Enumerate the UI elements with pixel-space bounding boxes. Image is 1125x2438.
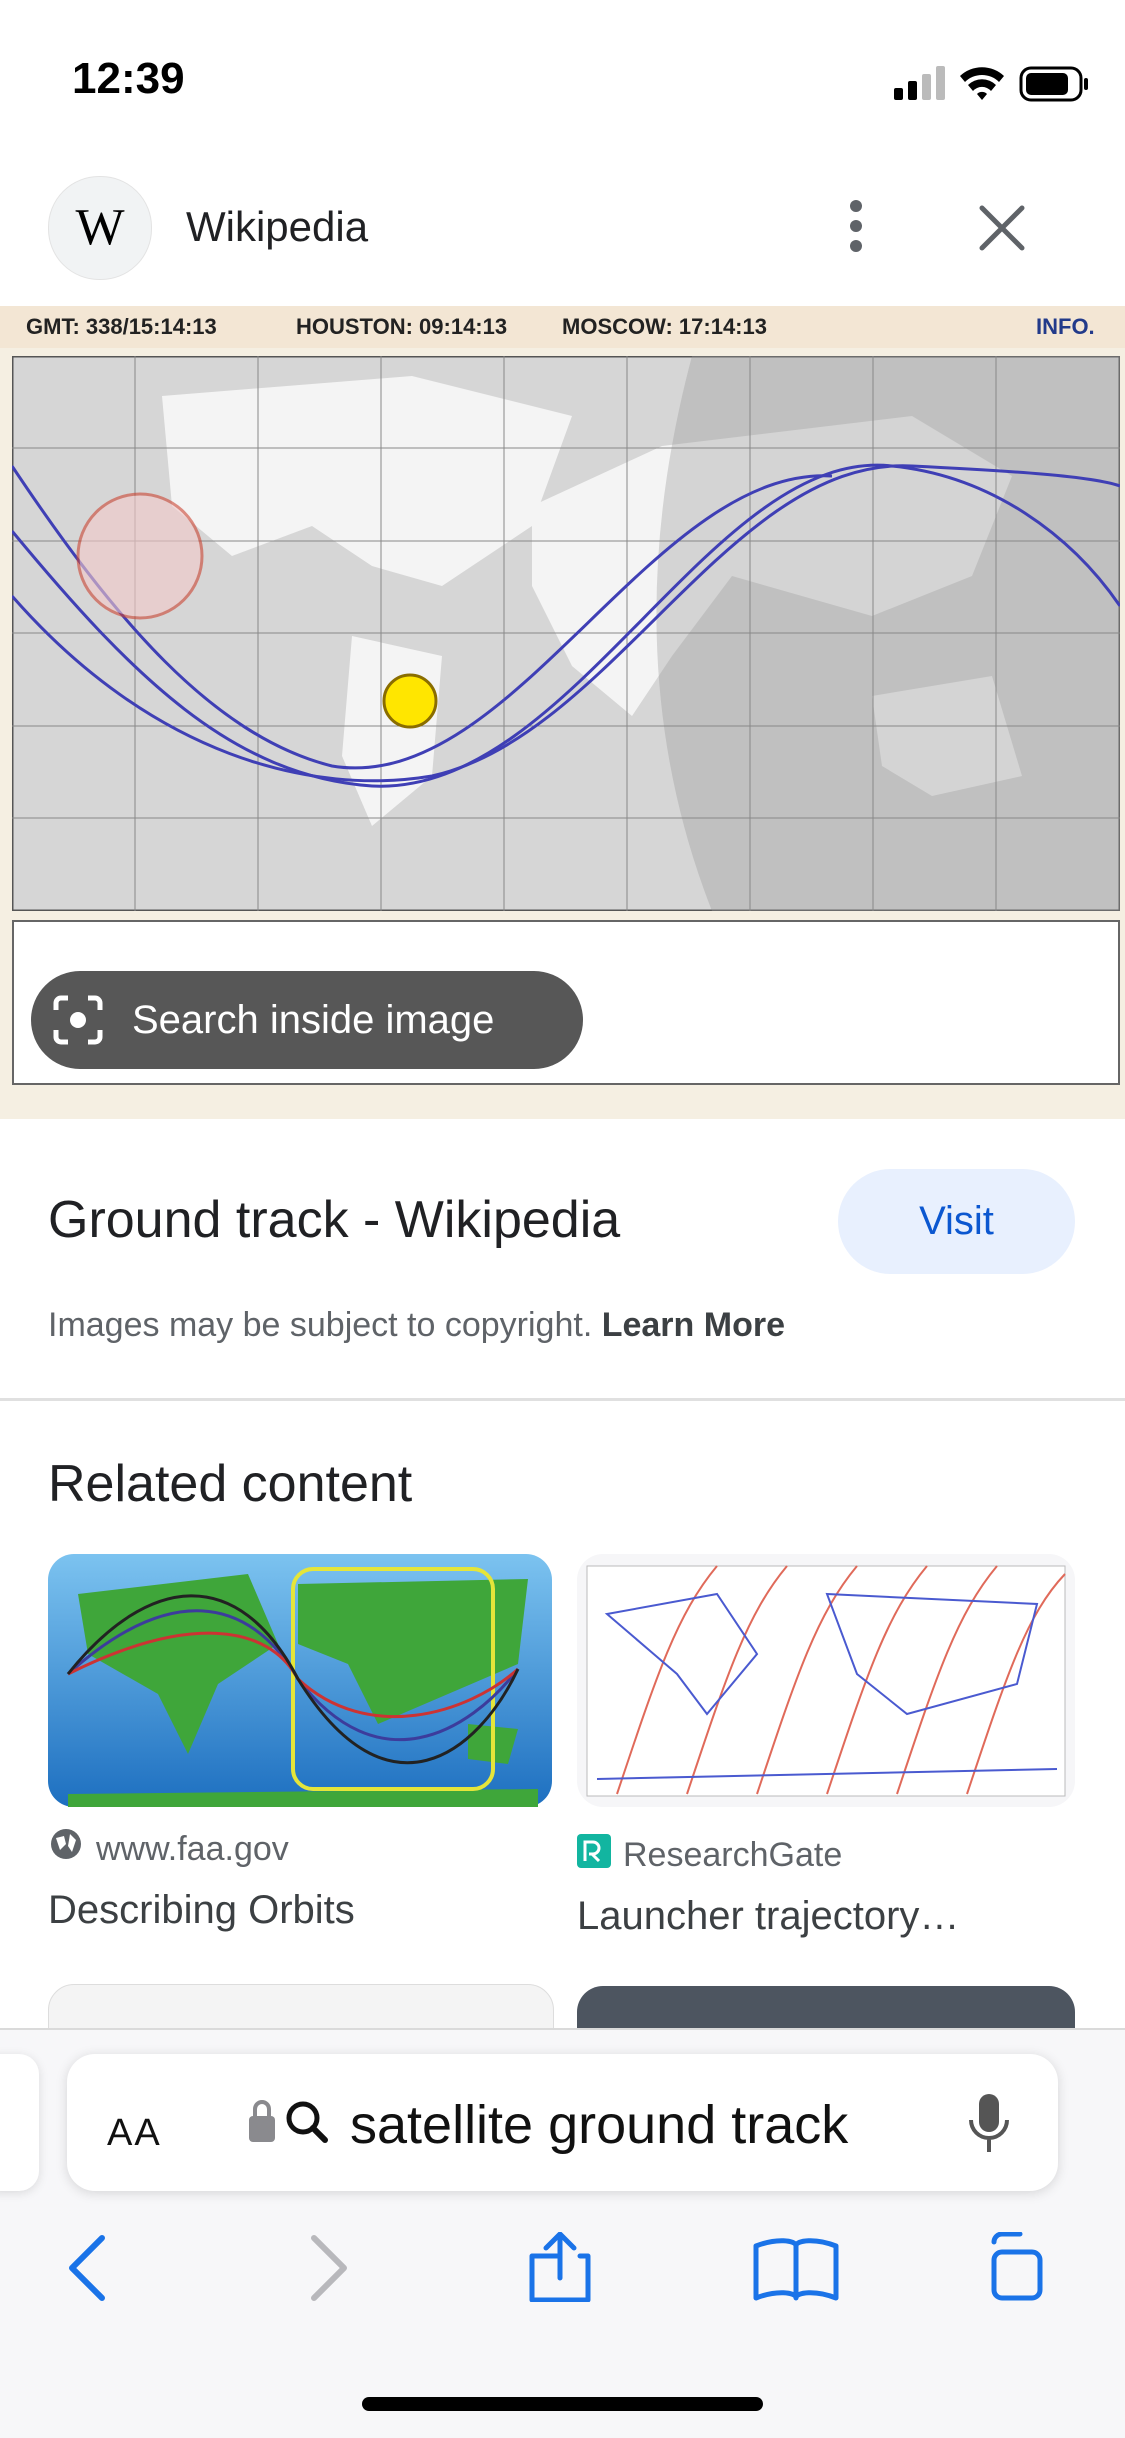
nav-icons [69,2232,1043,2302]
site-title: Wikipedia [186,203,369,250]
lock-search-icons [249,2100,328,2143]
researchgate-icon [577,1834,611,1868]
image-header-bar [0,306,1125,348]
related-title[interactable]: Describing Orbits [48,1888,355,1932]
image-text: GMT: 338/15:14:13 [26,314,217,339]
text-size-small: AA [107,2112,162,2154]
related-heading: Related content [48,1455,413,1513]
status-time: 12:39 [72,54,185,103]
related-thumbnail[interactable] [577,1554,1075,1807]
microphone-icon[interactable] [967,2092,1011,2156]
image-text: MOSCOW: 17:14:13 [562,314,767,339]
related-title[interactable]: Launcher trajectory… [577,1894,960,1938]
search-inside-image-button[interactable]: Search inside image [31,971,583,1069]
lens-icon [53,995,103,1045]
ground-track-map [12,356,1120,911]
site-logo: W [48,176,152,280]
image-text: HOUSTON: 09:14:13 [296,314,508,339]
related-thumbnail[interactable] [48,1554,552,1807]
search-inside-image-label: Search inside image [132,998,495,1042]
previous-tab[interactable] [0,2054,39,2191]
home-indicator [362,2397,763,2411]
status-icons [894,66,1088,102]
close-button[interactable] [978,204,1026,252]
search-query[interactable]: satellite ground track [350,2095,849,2155]
learn-more-link[interactable]: Learn More [601,1306,785,1344]
related-source: ResearchGate [623,1836,843,1874]
visit-button[interactable]: Visit [838,1169,1075,1274]
address-bar[interactable]: AA satellite ground track [67,2054,1058,2191]
copyright-notice: Images may be subject to copyright. Lear… [48,1306,785,1345]
text-size-button[interactable]: AA [107,2098,162,2158]
more-menu[interactable] [836,196,876,256]
globe-icon [51,1829,81,1859]
result-title[interactable]: Ground track - Wikipedia [48,1191,621,1249]
image-text: INFO. [1036,314,1095,339]
divider [0,1398,1125,1401]
notice-text: Images may be subject to copyright. [48,1306,593,1344]
visit-label: Visit [919,1199,994,1243]
related-source: www.faa.gov [96,1830,289,1868]
logo-letter: W [75,199,125,256]
